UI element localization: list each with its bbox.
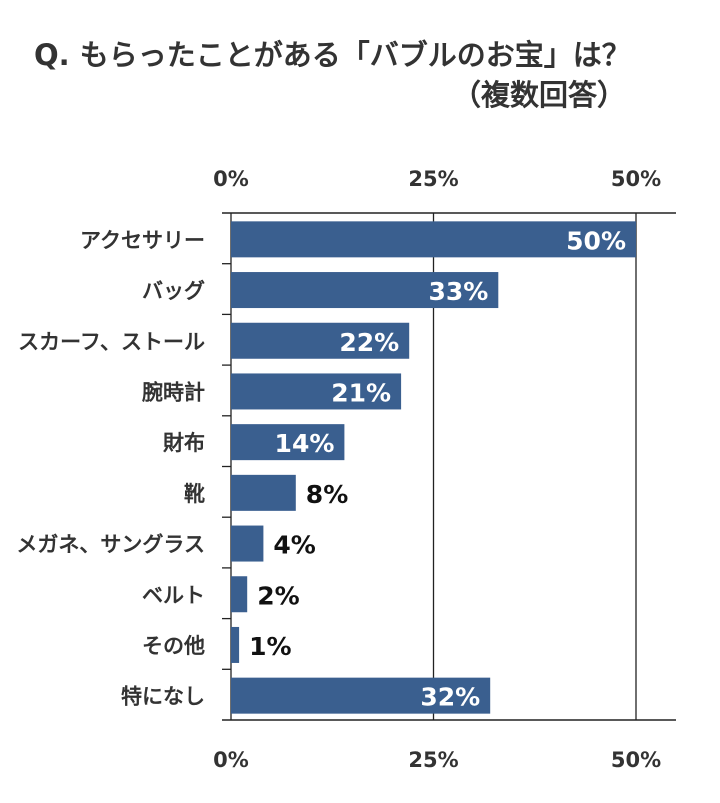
category-label: 財布	[163, 431, 205, 455]
x-tick-label-bottom: 50%	[611, 748, 661, 772]
bar	[231, 576, 248, 613]
data-label: 50%	[566, 226, 626, 255]
chart-title: Q. もらったことがある「バブルのお宝」は？	[34, 38, 631, 72]
category-label: 特になし	[121, 685, 205, 709]
category-label: メガネ、サングラス	[16, 533, 205, 557]
category-label: ベルト	[142, 583, 205, 607]
bar	[231, 424, 345, 461]
data-label: 1%	[249, 632, 291, 661]
data-label: 21%	[331, 378, 391, 407]
bar	[231, 221, 636, 258]
category-label: 腕時計	[142, 380, 205, 404]
data-label: 32%	[420, 683, 480, 712]
bar	[231, 525, 264, 562]
data-label: 8%	[306, 480, 348, 509]
data-label: 14%	[275, 429, 335, 458]
x-tick-label-bottom: 0%	[213, 748, 249, 772]
chart-subtitle: （複数回答）	[452, 78, 627, 112]
category-label: バッグ	[142, 279, 205, 303]
x-tick-label-top: 25%	[408, 167, 458, 191]
data-label: 4%	[273, 531, 315, 560]
bar	[231, 373, 402, 410]
bar	[231, 322, 410, 359]
x-tick-label-bottom: 25%	[408, 748, 458, 772]
category-label: アクセサリー	[80, 228, 205, 252]
category-label: その他	[142, 634, 205, 658]
bar	[231, 474, 296, 511]
bar	[231, 626, 240, 663]
data-label: 33%	[428, 277, 488, 306]
data-label: 2%	[257, 581, 299, 610]
bar	[231, 677, 491, 714]
data-label: 22%	[339, 328, 399, 357]
category-label: スカーフ、ストール	[18, 330, 205, 354]
bar	[231, 272, 499, 309]
x-tick-label-top: 50%	[611, 167, 661, 191]
category-label: 靴	[184, 482, 205, 506]
x-tick-label-top: 0%	[213, 167, 249, 191]
